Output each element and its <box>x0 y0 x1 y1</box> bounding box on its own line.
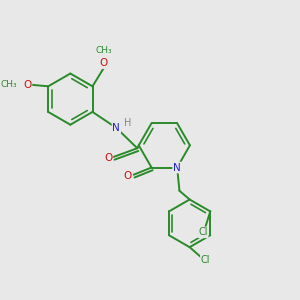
Text: CH₃: CH₃ <box>95 46 112 55</box>
Text: N: N <box>112 123 120 133</box>
Text: O: O <box>23 80 32 90</box>
Text: N: N <box>173 163 181 172</box>
Text: CH₃: CH₃ <box>1 80 18 89</box>
Text: H: H <box>124 118 131 128</box>
Text: O: O <box>124 171 132 181</box>
Text: Cl: Cl <box>198 227 208 237</box>
Text: Cl: Cl <box>201 255 210 265</box>
Text: O: O <box>104 153 112 164</box>
Text: O: O <box>99 58 108 68</box>
